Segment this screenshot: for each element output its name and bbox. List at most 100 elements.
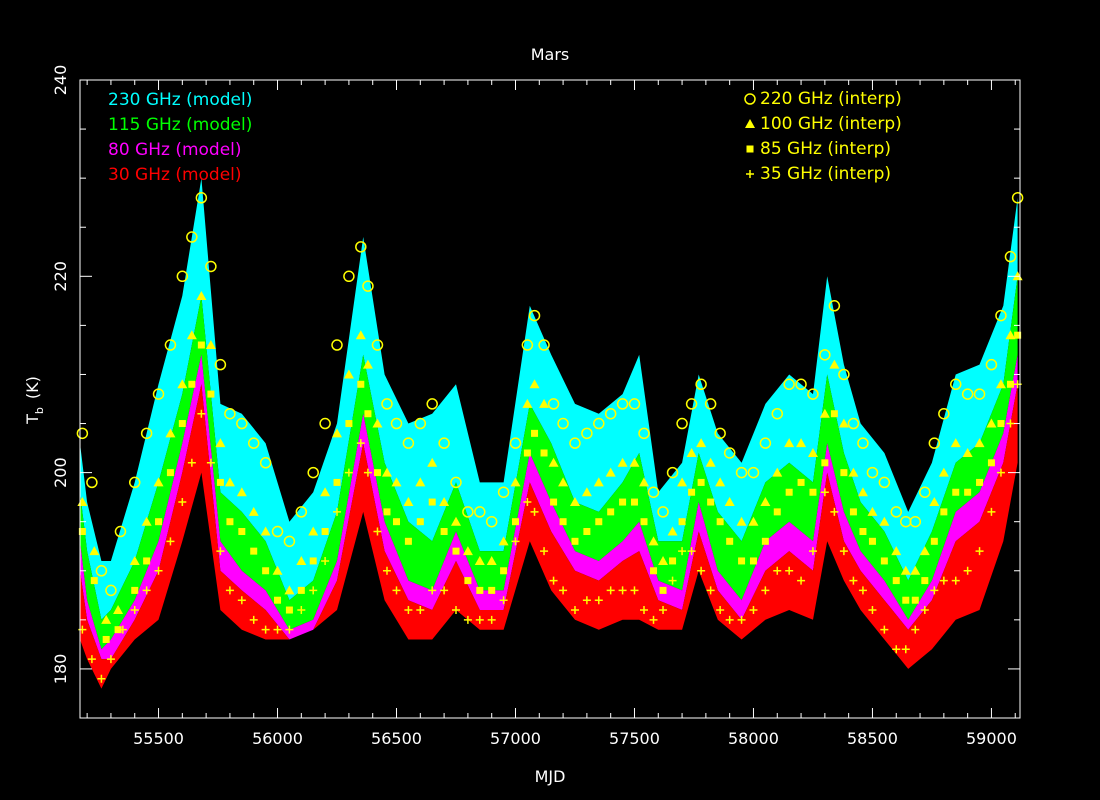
marker-square	[102, 635, 110, 643]
marker-circle	[759, 437, 772, 449]
marker-circle	[462, 506, 474, 518]
marker-square	[383, 508, 391, 516]
marker-circle	[973, 388, 986, 400]
marker-plus	[206, 458, 215, 467]
marker-triangle	[141, 516, 152, 526]
marker-triangle	[724, 497, 735, 507]
y-axis-label: Tb (K)	[23, 376, 46, 425]
marker-square	[997, 420, 1005, 428]
legend-interp-entry: 35 GHz (interp)	[760, 164, 891, 184]
marker-circle	[747, 466, 760, 479]
marker-circle	[704, 398, 717, 410]
marker-triangle	[498, 536, 509, 546]
marker-plus	[830, 507, 839, 516]
marker-triangle	[938, 467, 949, 477]
marker-plus	[749, 606, 758, 615]
marker-triangle	[529, 379, 540, 389]
marker-circle	[735, 466, 748, 479]
marker-triangle	[705, 457, 716, 467]
marker-plus	[697, 566, 706, 575]
marker-square	[114, 626, 122, 634]
marker-square	[523, 449, 531, 457]
marker-square	[393, 518, 401, 526]
marker-triangle	[153, 477, 164, 487]
marker-triangle	[1005, 330, 1016, 340]
marker-circle	[371, 339, 384, 351]
marker-square	[373, 469, 381, 477]
marker-plus	[530, 507, 539, 516]
marker-triangle	[784, 438, 795, 448]
x-axis-label: MJD	[535, 767, 566, 786]
marker-triangle	[129, 555, 140, 565]
marker-circle	[676, 417, 688, 430]
marker-circle	[307, 466, 319, 479]
marker-plus	[197, 409, 206, 418]
x-tick-label: 55500	[133, 729, 184, 748]
marker-triangle	[677, 477, 688, 487]
marker-circle	[259, 457, 272, 469]
marker-square	[630, 498, 638, 506]
marker-plus	[1006, 419, 1015, 428]
marker-plus	[785, 566, 794, 575]
marker-triangle	[403, 497, 414, 507]
marker-plus	[404, 606, 413, 615]
marker-circle	[581, 427, 593, 440]
marker-triangle	[581, 487, 592, 497]
marker-circle	[76, 427, 89, 440]
marker-square	[911, 596, 919, 604]
marker-plus	[106, 655, 115, 664]
marker-square	[155, 518, 163, 526]
y-tick-label: 180	[51, 654, 70, 685]
marker-plus	[87, 655, 96, 664]
marker-plus	[97, 674, 106, 683]
marker-square	[964, 488, 972, 496]
marker-circle	[666, 466, 679, 479]
marker-circle	[402, 437, 415, 449]
marker-circle	[593, 417, 605, 430]
marker-plus	[549, 576, 558, 585]
marker-plus	[797, 576, 806, 585]
legend-model-entry: 30 GHz (model)	[108, 165, 242, 185]
marker-triangle	[696, 438, 707, 448]
marker-square	[428, 498, 436, 506]
marker-square	[188, 380, 196, 388]
marker-triangle	[605, 467, 616, 477]
marker-square	[761, 537, 769, 545]
marker-plus	[594, 596, 603, 605]
marker-triangle	[224, 477, 235, 487]
marker-circle	[828, 300, 841, 312]
marker-plus	[996, 468, 1005, 477]
marker-plus	[285, 625, 294, 634]
marker-circle	[140, 427, 153, 440]
legend-interp-entry: 85 GHz (interp)	[760, 139, 891, 159]
marker-triangle	[900, 565, 911, 575]
marker-square	[309, 557, 317, 565]
marker-plus	[363, 468, 372, 477]
marker-triangle	[215, 438, 226, 448]
marker-square	[830, 410, 838, 418]
marker-triangle	[879, 516, 890, 526]
marker-triangle	[929, 497, 940, 507]
marker-triangle	[381, 467, 392, 477]
marker-triangle	[891, 546, 902, 556]
marker-square	[880, 557, 888, 565]
marker-circle	[938, 407, 950, 420]
marker-square	[619, 498, 627, 506]
marker-circle	[355, 241, 367, 253]
marker-triangle	[205, 340, 216, 350]
legend-marker-plus	[746, 170, 754, 178]
marker-plus	[130, 606, 139, 615]
legend-marker-square	[746, 145, 754, 153]
marker-square	[849, 508, 857, 516]
marker-square	[166, 469, 174, 477]
marker-circle	[450, 476, 462, 489]
marker-square	[859, 528, 867, 536]
marker-circle	[819, 349, 831, 361]
marker-square	[738, 557, 746, 565]
marker-triangle	[260, 526, 271, 536]
marker-triangle	[177, 379, 188, 389]
marker-triangle	[343, 369, 354, 379]
marker-plus	[487, 615, 496, 624]
marker-circle	[795, 378, 807, 391]
